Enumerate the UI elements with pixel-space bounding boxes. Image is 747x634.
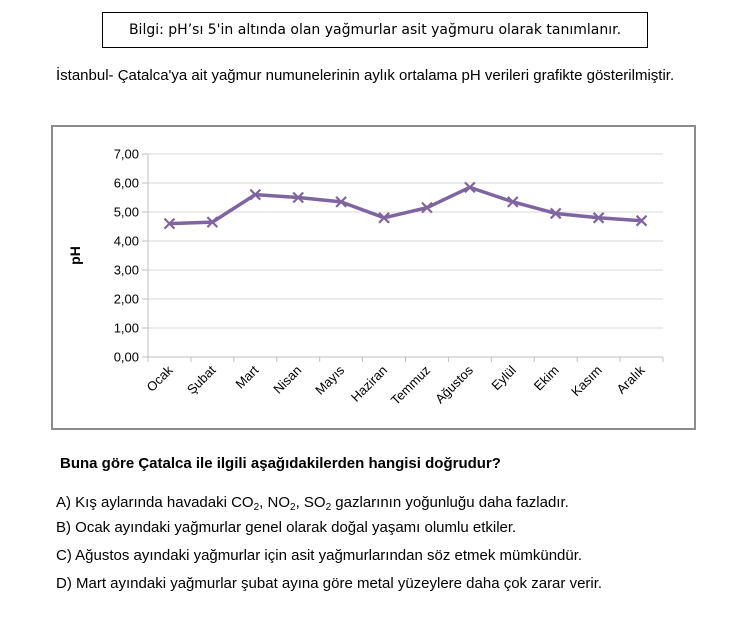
option-c[interactable]: C) Ağustos ayındaki yağmurlar için asit … <box>56 547 583 564</box>
option-a[interactable]: A) Kış aylarında havadaki CO2, NO2, SO2 … <box>56 494 569 513</box>
info-text: Bilgi: pH’sı 5'in altında olan yağmurlar… <box>128 22 622 38</box>
question-text: Buna göre Çatalca ile ilgili aşağıdakile… <box>60 455 501 472</box>
x-tick-label: Kasım <box>568 363 605 400</box>
x-tick-label: Ağustos <box>432 362 476 406</box>
y-tick-label: 1,00 <box>114 321 139 336</box>
y-tick-label: 3,00 <box>114 263 139 278</box>
option-a-subscript: 2 <box>253 502 260 513</box>
data-point <box>335 196 347 208</box>
data-point <box>464 181 476 194</box>
x-tick-label: Şubat <box>184 362 219 397</box>
option-a-subscript: 2 <box>325 502 332 513</box>
option-d[interactable]: D) Mart ayındaki yağmurlar şubat ayına g… <box>56 575 603 592</box>
y-axis-label: pH <box>67 246 83 265</box>
option-a-part: A) Kış aylarında havadaki CO <box>56 494 254 511</box>
x-tick-label: Eylül <box>488 362 519 393</box>
y-tick-label: 0,00 <box>114 350 139 365</box>
ph-line-chart: 0,00 1,00 2,00 3,00 4,00 5,00 6,00 7,00 Ocak Şuba… <box>51 125 696 430</box>
y-tick-label: 6,00 <box>114 176 139 191</box>
option-b[interactable]: B) Ocak ayındaki yağmurlar genel olarak … <box>56 519 517 536</box>
data-point <box>378 212 390 224</box>
option-a-part: , SO <box>295 494 326 511</box>
y-tick-label: 4,00 <box>114 234 139 249</box>
x-tick-label: Ocak <box>144 362 176 394</box>
data-point <box>249 188 262 201</box>
data-point <box>206 216 219 228</box>
x-tick-label: Temmuz <box>388 363 433 408</box>
data-point <box>635 214 648 227</box>
data-point <box>592 212 605 224</box>
x-tick-label: Mart <box>232 362 261 391</box>
data-point <box>163 217 176 230</box>
option-a-part: gazlarının yoğunluğu daha fazladır. <box>331 494 569 511</box>
chart-canvas: 0,00 1,00 2,00 3,00 4,00 5,00 6,00 7,00 Ocak Şuba… <box>67 147 664 408</box>
y-tick-label: 7,00 <box>114 147 139 162</box>
info-box: Bilgi: pH’sı 5'in altında olan yağmurlar… <box>102 12 648 48</box>
data-point <box>292 191 304 204</box>
y-tick-label: 5,00 <box>114 205 139 220</box>
x-tick-label: Ekim <box>531 363 562 394</box>
x-tick-label: Nisan <box>270 363 304 397</box>
x-tick-label: Haziran <box>348 363 390 405</box>
x-tick-label: Mayıs <box>312 362 347 397</box>
option-a-part: , NO <box>259 494 290 511</box>
intro-text: İstanbul- Çatalca'ya ait yağmur numunele… <box>56 67 675 84</box>
series-line <box>169 185 642 226</box>
data-point <box>507 196 519 208</box>
data-point <box>421 201 433 214</box>
data-point <box>549 207 562 220</box>
y-tick-label: 2,00 <box>114 292 139 307</box>
x-tick-label: Aralık <box>614 362 648 396</box>
option-a-subscript: 2 <box>290 502 296 513</box>
